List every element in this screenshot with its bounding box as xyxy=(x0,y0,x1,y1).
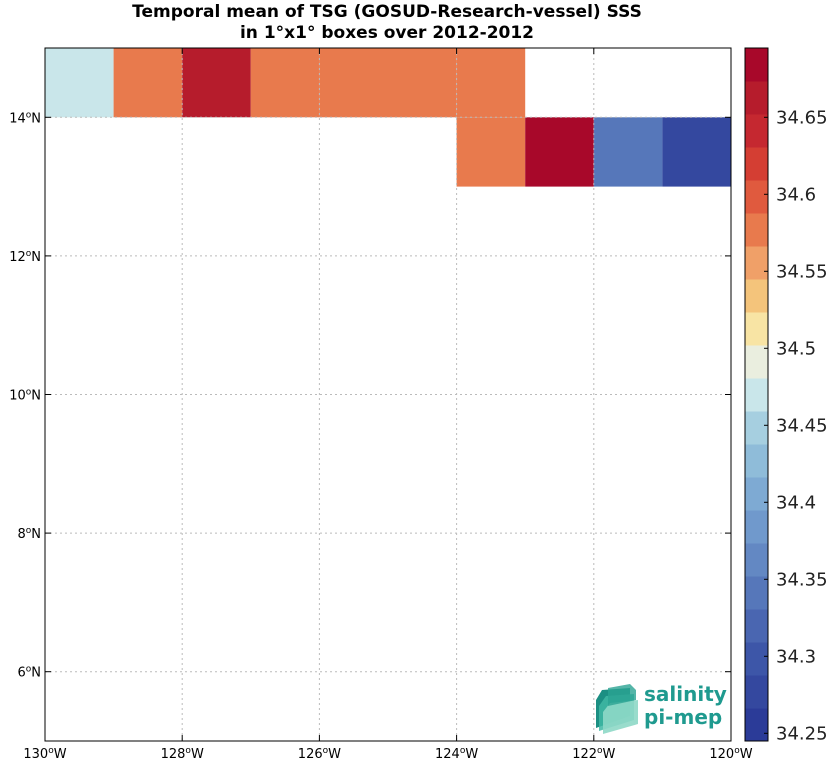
colorbar-tick-label: 34.35 xyxy=(776,569,828,590)
salinity-cell xyxy=(456,117,526,187)
colorbar-segment xyxy=(745,180,768,214)
longitude-tick-label: 120oW xyxy=(709,746,752,762)
longitude-tick-label: 124oW xyxy=(435,746,478,762)
map-title: Temporal mean of TSG (GOSUD-Research-ves… xyxy=(132,2,642,22)
salinity-cell xyxy=(456,48,526,118)
colorbar-segment xyxy=(745,48,768,82)
colorbar-tick-label: 34.5 xyxy=(776,338,816,359)
salinity-cell xyxy=(388,48,457,118)
colorbar-segments xyxy=(745,48,768,742)
logo-line-1: salinity xyxy=(644,682,727,706)
longitude-tick-label: 126oW xyxy=(298,746,341,762)
colorbar-tick-label: 34.4 xyxy=(776,492,816,513)
latitude-tick-label: 8oN xyxy=(17,526,41,542)
colorbar-segment xyxy=(745,411,768,445)
colorbar-tick-label: 34.45 xyxy=(776,415,828,436)
colorbar-segment xyxy=(745,708,768,742)
wave-layers-icon xyxy=(596,684,638,734)
latitude-tick-label: 10oN xyxy=(9,388,41,404)
latitude-tick-label: 6oN xyxy=(17,665,41,681)
salinity-colorbar: 34.25 34.3 34.35 34.4 34.45 34.5 34.55 34.6 34.6… xyxy=(744,47,828,744)
salinity-cell xyxy=(182,48,251,118)
salinity-cells xyxy=(45,48,731,187)
colorbar-segment xyxy=(745,609,768,643)
colorbar-tick-label: 34.55 xyxy=(776,261,828,282)
salinity-cell xyxy=(662,117,731,187)
colorbar-segment xyxy=(745,345,768,379)
map-subtitle: in 1°x1° boxes over 2012-2012 xyxy=(240,23,534,43)
colorbar-tick-label: 34.6 xyxy=(776,184,816,205)
colorbar-tick-label: 34.3 xyxy=(776,646,816,667)
longitude-ticks: 130oW 128oW 126oW 124oW 122oW 120oW xyxy=(23,48,753,762)
salinity-cell xyxy=(525,117,594,187)
colorbar-ticks: 34.25 34.3 34.35 34.4 34.45 34.5 34.55 34.6 34.6… xyxy=(764,107,828,744)
colorbar-tick-label: 34.25 xyxy=(776,723,828,744)
colorbar-frame xyxy=(744,47,769,742)
salinity-cell xyxy=(113,48,183,118)
colorbar-segment xyxy=(745,378,768,412)
logo-line-2: pi-mep xyxy=(644,705,722,729)
colorbar-segment xyxy=(745,675,768,709)
colorbar-segment xyxy=(745,147,768,181)
colorbar-segment xyxy=(745,510,768,544)
latitude-tick-label: 12oN xyxy=(9,249,41,265)
salinity-pimep-logo: salinity pi-mep xyxy=(596,682,727,734)
colorbar-segment xyxy=(745,444,768,478)
latitude-tick-label: 14oN xyxy=(9,110,41,126)
colorbar-segment xyxy=(745,279,768,313)
salinity-cell xyxy=(319,48,388,118)
longitude-tick-label: 122oW xyxy=(572,746,615,762)
salinity-cell xyxy=(593,117,663,187)
longitude-tick-label: 130oW xyxy=(23,746,66,762)
colorbar-segment xyxy=(745,543,768,577)
colorbar-segment xyxy=(745,213,768,247)
map-plot-area: 130oW 128oW 126oW 124oW 122oW 120oW 6oN 8oN 10o… xyxy=(9,47,753,762)
salinity-cell xyxy=(250,48,320,118)
latitude-ticks: 6oN 8oN 10oN 12oN 14oN xyxy=(9,110,731,681)
colorbar-segment xyxy=(745,642,768,676)
salinity-cell xyxy=(45,48,114,118)
colorbar-segment xyxy=(745,477,768,511)
colorbar-segment xyxy=(745,576,768,610)
colorbar-segment xyxy=(745,246,768,280)
colorbar-segment xyxy=(745,312,768,346)
colorbar-tick-label: 34.65 xyxy=(776,107,828,128)
longitude-tick-label: 128oW xyxy=(161,746,204,762)
colorbar-segment xyxy=(745,81,768,115)
colorbar-segment xyxy=(745,114,768,148)
